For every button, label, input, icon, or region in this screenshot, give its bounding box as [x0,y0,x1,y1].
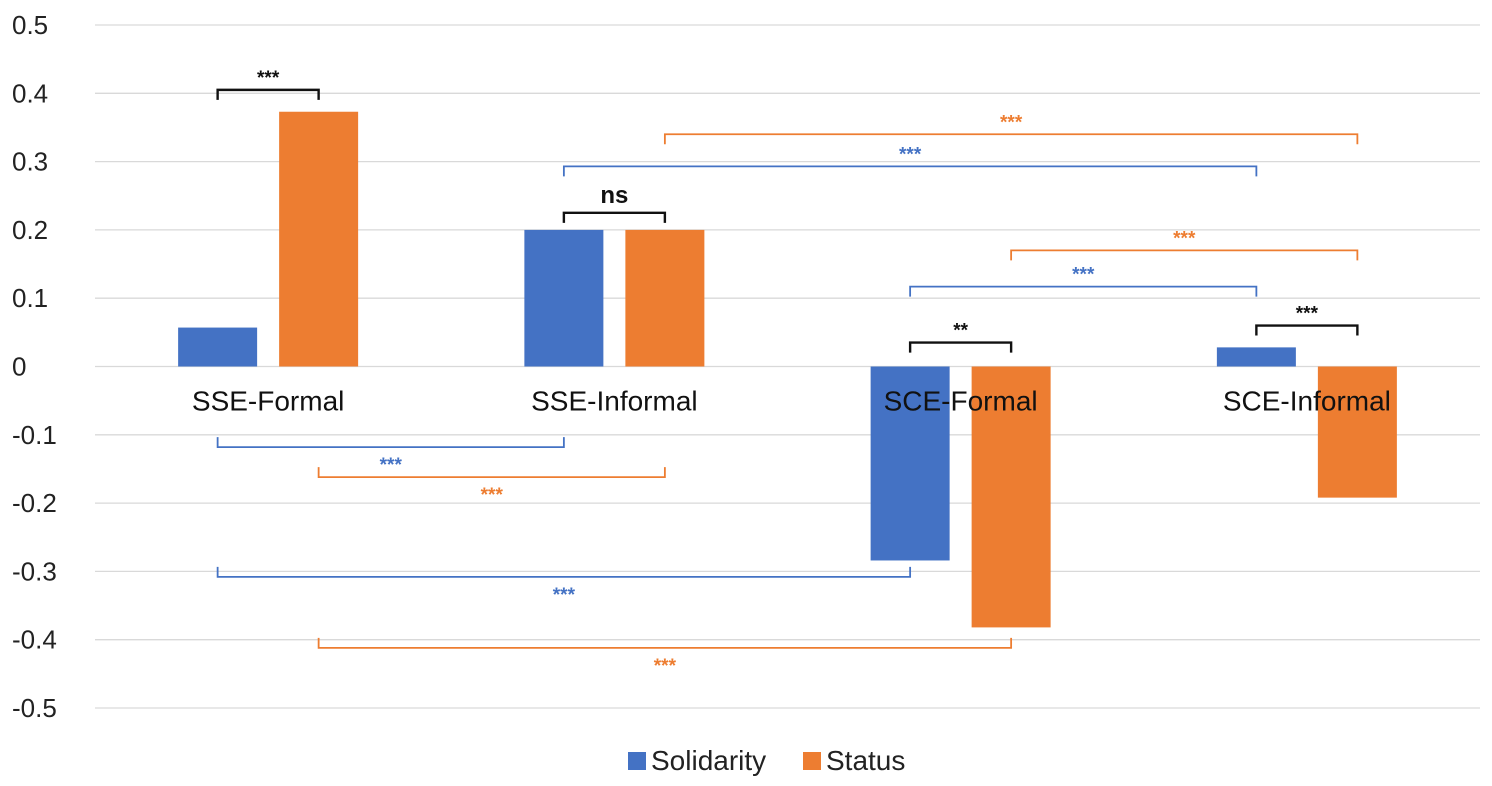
y-tick-label: -0.2 [12,488,57,518]
significance-label: *** [553,585,576,606]
significance-label: *** [1173,228,1196,249]
bracket-line [909,285,1258,297]
significance-label: *** [1000,112,1023,133]
x-category-label: SCE-Informal [1223,386,1391,417]
significance-bracket: *** [317,467,666,506]
y-tick-label: 0.1 [12,283,48,313]
significance-bracket: *** [216,566,912,606]
bracket-line [562,165,1258,177]
significance-label: *** [380,455,403,476]
y-tick-label: 0.5 [12,10,48,40]
bar-solidarity-sce-formal [870,366,950,561]
significance-label: ** [953,321,968,342]
bar-solidarity-sse-formal [178,327,258,367]
significance-bracket: ns [562,182,667,223]
bar-status-sse-informal [625,229,705,367]
bar-status-sse-formal [279,111,359,367]
significance-bracket: *** [1255,304,1359,336]
bracket-line [317,637,1013,649]
significance-bracket: ** [908,321,1013,353]
y-axis-tick-labels: 0.5 0.4 0.3 0.2 0.1 0 -0.1 -0.2 -0.3 -0.4 -0.5 [12,10,57,723]
significance-bracket: *** [216,437,565,476]
significance-label: *** [1072,265,1095,286]
x-category-label: SCE-Formal [884,386,1038,417]
significance-label: *** [899,144,922,165]
significance-label: *** [257,68,280,89]
y-tick-label: -0.4 [12,625,57,655]
bar-status-sce-informal [1317,366,1397,498]
y-tick-label: -0.3 [12,556,57,586]
y-tick-label: 0.4 [12,78,48,108]
category-labels: SSE-Formal SSE-Informal SCE-Formal SCE-Info… [192,386,1391,417]
significance-label: *** [481,485,504,506]
legend-label-solidarity: Solidarity [651,745,766,776]
legend-swatch-status [803,752,821,770]
bar-solidarity-sce-informal [1216,347,1296,367]
significance-bracket: *** [216,68,320,100]
significance-label: *** [654,656,677,677]
x-category-label: SSE-Formal [192,386,344,417]
bracket-line [1010,249,1359,261]
bar-status-sce-formal [971,366,1051,628]
significance-bracket: *** [909,265,1258,297]
significance-bracket: *** [1010,228,1359,261]
significance-bracket: *** [562,144,1258,177]
significance-label: ns [600,182,628,209]
y-tick-label: 0.2 [12,215,48,245]
bar-solidarity-sse-informal [524,229,604,367]
y-tick-label: 0.3 [12,147,48,177]
significance-brackets: ***ns***************************** [216,68,1359,677]
bracket-line [562,211,667,223]
legend: Solidarity Status [628,745,905,776]
bracket-line [216,566,912,578]
bracket-line [317,467,666,479]
y-tick-label: 0 [12,352,26,382]
legend-label-status: Status [826,745,905,776]
bracket-line [663,133,1359,145]
bars [178,111,1397,628]
y-tick-label: -0.5 [12,693,57,723]
significance-bracket: *** [663,112,1359,145]
bracket-line [908,341,1013,353]
legend-swatch-solidarity [628,752,646,770]
significance-bracket: *** [317,637,1013,677]
bracket-line [1255,324,1359,336]
bracket-line [216,88,320,100]
significance-label: *** [1296,304,1319,325]
bracket-line [216,437,565,448]
x-category-label: SSE-Informal [531,386,698,417]
y-tick-label: -0.1 [12,420,57,450]
